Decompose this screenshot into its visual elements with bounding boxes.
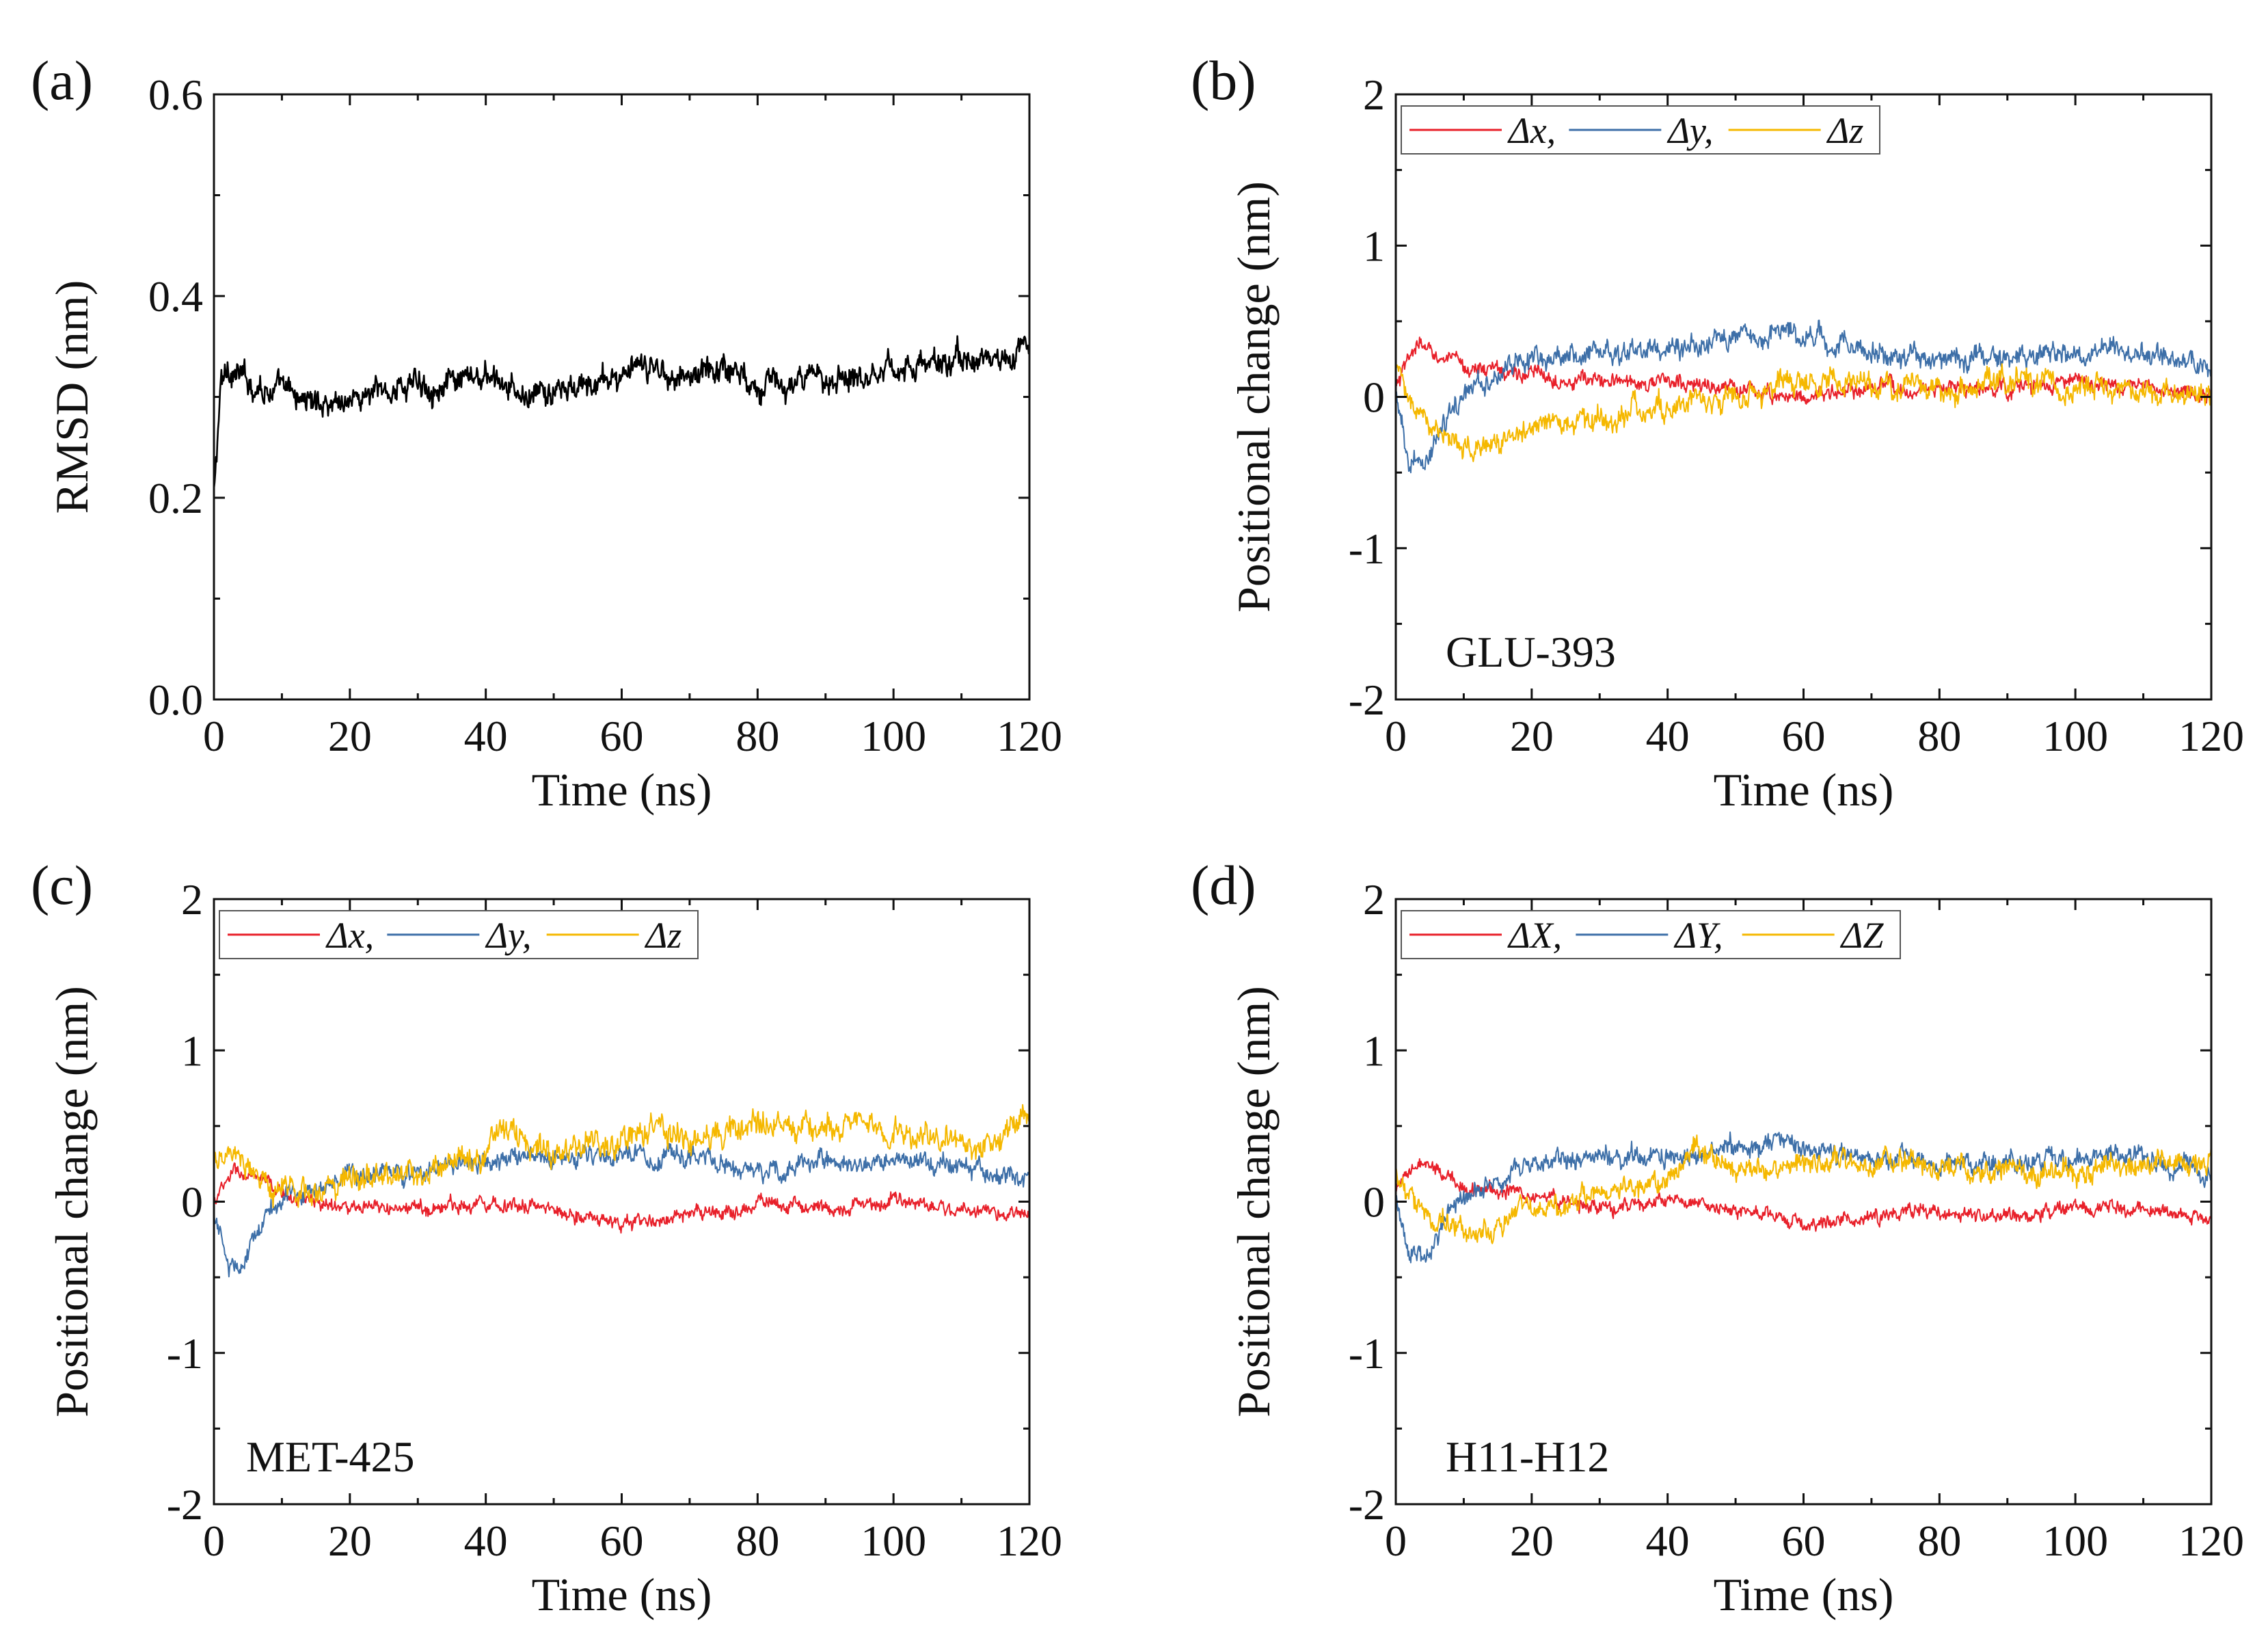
y-tick-label: 0.4 xyxy=(148,272,203,321)
panel-c: 0 20 40 60 80 100 120 -2 -1 0 1 2 Time (ns) Positiona… xyxy=(31,854,1062,1620)
x-tick-label: 40 xyxy=(464,1517,508,1565)
x-tick-label: 60 xyxy=(1782,1517,1826,1565)
y-tick-label: 2 xyxy=(181,875,203,924)
y-tick-label: 0.6 xyxy=(148,70,203,119)
y-tick-label: 0 xyxy=(181,1178,203,1227)
x-tick-label: 0 xyxy=(1385,1517,1407,1565)
legend-label: Δz xyxy=(1826,110,1864,151)
series-line-1 xyxy=(1396,1158,2211,1232)
residue-annotation: GLU-393 xyxy=(1446,628,1616,676)
y-tick-label: -2 xyxy=(1349,676,1385,724)
panel-letter: (c) xyxy=(31,854,93,916)
legend-label: Δz xyxy=(645,915,682,956)
x-tick-label: 100 xyxy=(2042,712,2108,760)
x-tick-label: 120 xyxy=(997,1517,1062,1565)
series-line-2 xyxy=(1396,1131,2211,1264)
legend-label: ΔX, xyxy=(1507,915,1562,956)
y-tick-label: 0 xyxy=(1363,373,1385,422)
x-tick-label: 0 xyxy=(203,1517,225,1565)
x-tick-label: 40 xyxy=(1646,1517,1690,1565)
series-group xyxy=(1396,1131,2211,1264)
y-axis-title: Positional change (nm) xyxy=(1228,986,1280,1417)
series-line-3 xyxy=(214,1104,1029,1209)
x-tick-label: 20 xyxy=(328,712,372,760)
x-tick-label: 100 xyxy=(2042,1517,2108,1565)
y-tick-label: 0.2 xyxy=(148,474,203,522)
series-line-1 xyxy=(214,335,1029,489)
legend: ΔX, ΔY, ΔZ xyxy=(1401,910,1901,959)
x-tick-label: 60 xyxy=(600,1517,644,1565)
y-tick-label: -2 xyxy=(1349,1480,1385,1529)
y-tick-label: 1 xyxy=(181,1026,203,1075)
x-tick-label: 0 xyxy=(1385,712,1407,760)
series-line-1 xyxy=(1396,336,2211,405)
x-tick-label: 80 xyxy=(1917,1517,1961,1565)
legend-label: Δy, xyxy=(1666,110,1713,151)
residue-annotation: H11-H12 xyxy=(1446,1432,1609,1481)
series-group xyxy=(214,1104,1029,1278)
x-tick-label: 100 xyxy=(861,712,926,760)
series-line-2 xyxy=(1396,319,2211,474)
x-tick-label: 120 xyxy=(2178,712,2244,760)
x-axis-title: Time (ns) xyxy=(1714,1568,1894,1620)
x-axis-title: Time (ns) xyxy=(532,764,712,816)
legend: Δx, Δy, Δz xyxy=(1401,105,1880,155)
x-axis-title: Time (ns) xyxy=(1714,764,1894,816)
x-tick-label: 20 xyxy=(328,1517,372,1565)
x-tick-label: 80 xyxy=(735,1517,779,1565)
panel-b: 0 20 40 60 80 100 120 -2 -1 0 1 2 Time (ns) Positiona… xyxy=(1191,49,2244,816)
y-tick-label: 1 xyxy=(1363,1026,1385,1075)
panel-letter: (a) xyxy=(31,49,93,111)
series-line-1 xyxy=(214,1162,1029,1234)
x-tick-label: 20 xyxy=(1510,712,1554,760)
legend-label: Δx, xyxy=(1507,110,1556,151)
x-tick-label: 60 xyxy=(600,712,644,760)
y-tick-label: -2 xyxy=(167,1480,203,1529)
x-axis-title: Time (ns) xyxy=(532,1568,712,1620)
y-axis-title: Positional change (nm) xyxy=(46,986,98,1417)
x-tick-label: 0 xyxy=(203,712,225,760)
legend: Δx, Δy, Δz xyxy=(219,910,699,959)
y-tick-label: 0 xyxy=(1363,1178,1385,1227)
x-tick-label: 60 xyxy=(1782,712,1826,760)
series-group xyxy=(1396,319,2211,474)
series-line-3 xyxy=(1396,1134,2211,1244)
y-tick-label: -1 xyxy=(167,1329,203,1378)
legend-label: Δy, xyxy=(485,915,531,956)
y-tick-label: 2 xyxy=(1363,70,1385,119)
panel-letter: (b) xyxy=(1191,49,1256,111)
y-tick-label: -1 xyxy=(1349,1329,1385,1378)
panel-letter: (d) xyxy=(1191,854,1256,916)
x-tick-label: 100 xyxy=(861,1517,926,1565)
legend-label: ΔY, xyxy=(1673,915,1723,956)
x-tick-label: 80 xyxy=(735,712,779,760)
x-tick-label: 120 xyxy=(997,712,1062,760)
y-tick-label: 1 xyxy=(1363,222,1385,270)
y-tick-label: 2 xyxy=(1363,875,1385,924)
x-tick-label: 120 xyxy=(2178,1517,2244,1565)
y-axis-title: Positional change (nm) xyxy=(1228,181,1280,613)
y-axis-title: RMSD (nm) xyxy=(46,280,98,514)
y-tick-label: -1 xyxy=(1349,524,1385,573)
legend-label: Δx, xyxy=(325,915,374,956)
series-line-3 xyxy=(1396,363,2211,462)
series-group xyxy=(214,335,1029,489)
panel-a: 0 20 40 60 80 100 120 0.0 0.2 0.4 0.6 Time (ns) RMSD… xyxy=(31,49,1062,816)
x-tick-label: 20 xyxy=(1510,1517,1554,1565)
legend-label: ΔZ xyxy=(1840,915,1885,956)
residue-annotation: MET-425 xyxy=(246,1432,415,1481)
panel-d: 0 20 40 60 80 100 120 -2 -1 0 1 2 Time (ns) Positiona… xyxy=(1191,854,2244,1620)
x-tick-label: 40 xyxy=(1646,712,1690,760)
x-tick-label: 80 xyxy=(1917,712,1961,760)
y-tick-label: 0.0 xyxy=(148,676,203,724)
x-tick-label: 40 xyxy=(464,712,508,760)
